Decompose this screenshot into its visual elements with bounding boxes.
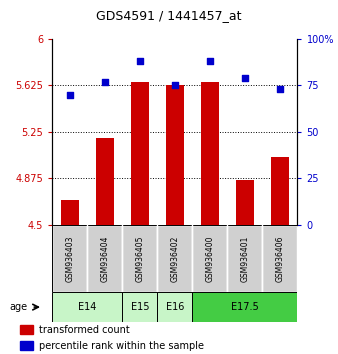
Bar — [52, 225, 88, 292]
Bar — [166, 85, 184, 225]
Text: GSM936403: GSM936403 — [65, 235, 74, 282]
Text: age: age — [9, 302, 27, 312]
Point — [172, 82, 178, 88]
Bar — [262, 225, 297, 292]
Text: E14: E14 — [78, 302, 97, 312]
Text: E17.5: E17.5 — [231, 302, 259, 312]
Bar — [201, 82, 219, 225]
Text: GSM936402: GSM936402 — [170, 235, 179, 282]
Bar — [158, 225, 192, 292]
Bar — [192, 225, 227, 292]
Bar — [122, 225, 158, 292]
Text: E15: E15 — [131, 302, 149, 312]
Point — [137, 58, 143, 64]
Point — [102, 79, 107, 85]
Text: GDS4591 / 1441457_at: GDS4591 / 1441457_at — [96, 10, 242, 22]
Bar — [20, 341, 33, 350]
Point — [277, 86, 283, 92]
Bar — [236, 180, 254, 225]
Bar — [131, 82, 149, 225]
Bar — [227, 225, 262, 292]
Text: transformed count: transformed count — [40, 325, 130, 335]
Bar — [52, 292, 122, 322]
Text: GSM936401: GSM936401 — [240, 235, 249, 282]
Text: percentile rank within the sample: percentile rank within the sample — [40, 341, 204, 351]
Bar — [122, 292, 158, 322]
Bar — [88, 225, 122, 292]
Point — [242, 75, 248, 81]
Text: GSM936404: GSM936404 — [100, 235, 110, 282]
Bar — [271, 156, 289, 225]
Text: GSM936405: GSM936405 — [136, 235, 144, 282]
Point — [67, 92, 73, 97]
Text: GSM936406: GSM936406 — [275, 235, 285, 282]
Point — [207, 58, 213, 64]
Bar — [96, 138, 114, 225]
Bar — [61, 200, 79, 225]
Bar — [158, 292, 192, 322]
Bar — [20, 325, 33, 334]
Bar — [192, 292, 297, 322]
Text: GSM936400: GSM936400 — [206, 235, 214, 282]
Text: E16: E16 — [166, 302, 184, 312]
